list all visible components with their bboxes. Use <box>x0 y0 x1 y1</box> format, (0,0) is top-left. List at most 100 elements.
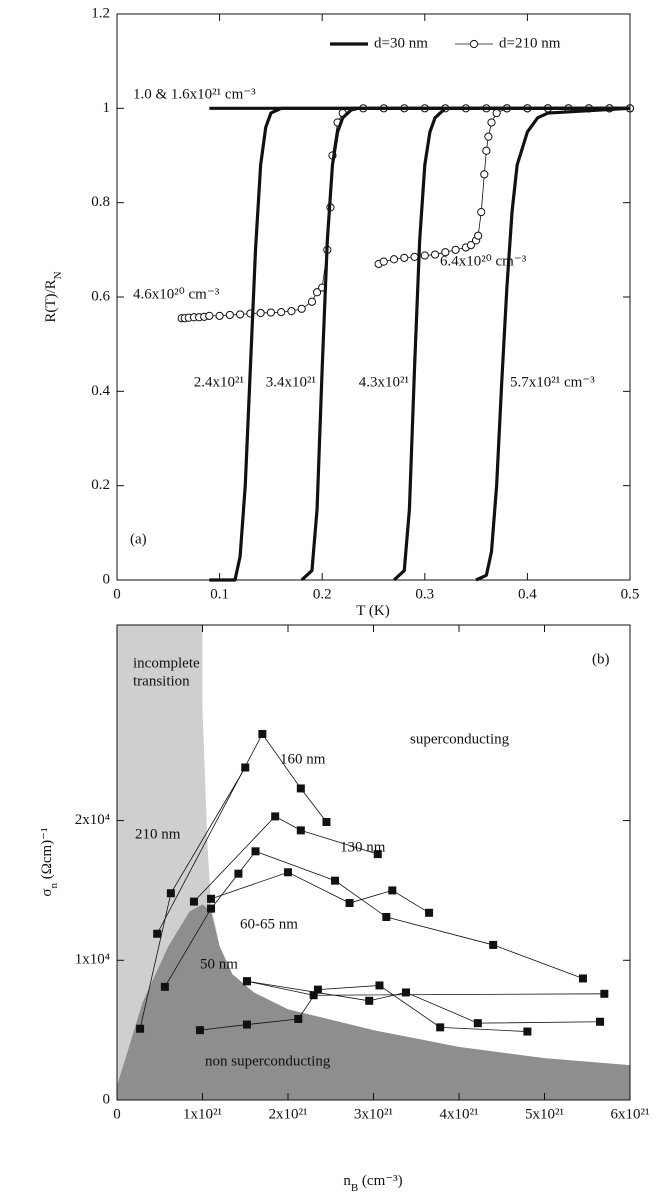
connector <box>193 815 378 902</box>
x-tick-label: 2x10²¹ <box>269 1106 308 1122</box>
y-tick-label: 0.6 <box>91 288 110 304</box>
series-label: 6.4x10²⁰ cm⁻³ <box>440 253 527 269</box>
marker <box>441 248 450 257</box>
series-label: 210 nm <box>135 826 181 842</box>
connector <box>378 107 630 265</box>
y-tick-label: 0 <box>103 571 111 587</box>
marker <box>484 132 493 141</box>
marker <box>410 252 419 262</box>
marker <box>195 1026 204 1035</box>
x-axis-label-part: n <box>343 1173 351 1189</box>
marker <box>430 250 440 259</box>
x-tick-label: 6x10²¹ <box>611 1106 650 1122</box>
x-axis-label-part: B <box>351 1182 358 1194</box>
x-tick-label: 0.2 <box>313 586 332 602</box>
marker <box>205 311 214 320</box>
x-tick-label: 0 <box>113 1106 121 1122</box>
series-label: 2.4x10²¹ <box>194 374 244 390</box>
marker <box>373 850 382 859</box>
x-axis-label: nB (cm⁻³) <box>343 1173 402 1193</box>
marker <box>466 241 476 250</box>
marker <box>451 245 460 254</box>
y-axis-label: σn (Ωcm)⁻¹ <box>39 827 59 896</box>
marker <box>420 251 429 260</box>
marker <box>401 988 410 997</box>
annotation: incomplete <box>133 655 200 671</box>
marker <box>166 889 175 898</box>
series-label: 4.3x10²¹ <box>359 374 409 390</box>
panel-label: (a) <box>130 531 147 547</box>
marker <box>225 310 234 320</box>
marker <box>189 897 198 906</box>
region <box>117 904 630 1100</box>
series-label: 1.0 & 1.6x10²¹ cm⁻³ <box>133 86 256 102</box>
curve <box>475 106 631 582</box>
marker <box>482 146 491 155</box>
connector <box>181 107 630 319</box>
y-axis-label-part: R(T)/R <box>43 279 59 322</box>
marker <box>271 812 280 821</box>
y-tick-label: 1.2 <box>91 5 110 21</box>
marker <box>256 308 265 318</box>
annotation: non superconducting <box>205 1053 331 1069</box>
series-label: 50 nm <box>200 956 238 972</box>
annotation: transition <box>133 673 190 689</box>
y-axis-label-part: (Ωcm)⁻¹ <box>39 827 55 883</box>
x-tick-label: 0.3 <box>415 586 434 602</box>
marker <box>136 1024 145 1033</box>
marker <box>322 817 331 826</box>
marker <box>389 255 399 264</box>
marker <box>266 308 275 317</box>
x-axis-label: T (K) <box>356 603 389 619</box>
marker <box>487 118 496 127</box>
marker <box>382 912 391 921</box>
annotation: superconducting <box>410 731 510 747</box>
series-label: 3.4x10²¹ <box>266 374 316 390</box>
x-tick-label: 3x10²¹ <box>354 1106 393 1122</box>
series-label: 160 nm <box>280 751 326 767</box>
marker <box>207 894 216 903</box>
x-tick-label: 5x10²¹ <box>525 1106 564 1122</box>
marker <box>241 763 250 772</box>
marker <box>236 310 245 319</box>
legend-label: d=210 nm <box>499 35 561 51</box>
marker <box>153 929 162 938</box>
marker <box>207 904 216 913</box>
marker <box>492 108 501 118</box>
marker <box>578 974 587 983</box>
marker <box>215 311 224 320</box>
marker <box>425 908 434 917</box>
y-tick-label: 0.2 <box>91 477 110 493</box>
marker <box>284 868 292 877</box>
marker <box>160 982 169 991</box>
series-label: 130 nm <box>340 839 386 855</box>
marker <box>523 1027 532 1036</box>
marker <box>258 729 267 738</box>
marker <box>287 307 296 316</box>
y-tick-label: 0.8 <box>91 194 110 210</box>
marker <box>474 231 483 240</box>
curve <box>392 106 630 582</box>
marker <box>388 886 397 895</box>
panel-label: (b) <box>592 651 610 667</box>
marker <box>375 981 384 990</box>
series-label: 60-65 nm <box>240 916 298 932</box>
connector <box>246 980 605 996</box>
marker <box>313 985 322 994</box>
y-axis-label-part: σ <box>39 889 55 897</box>
marker <box>309 991 318 1000</box>
connector <box>156 733 327 934</box>
marker <box>296 826 305 835</box>
marker <box>312 288 322 297</box>
y-tick-label: 2x10⁴ <box>75 812 110 828</box>
series-label: 4.6x10²⁰ cm⁻³ <box>133 286 220 302</box>
marker <box>345 899 354 908</box>
marker <box>297 304 306 313</box>
x-tick-label: 0 <box>113 586 121 602</box>
y-axis-label-part: N <box>52 271 64 279</box>
y-tick-label: 1x10⁴ <box>75 952 110 968</box>
marker <box>277 307 286 317</box>
y-tick-label: 0.4 <box>91 383 110 399</box>
marker <box>331 876 340 885</box>
